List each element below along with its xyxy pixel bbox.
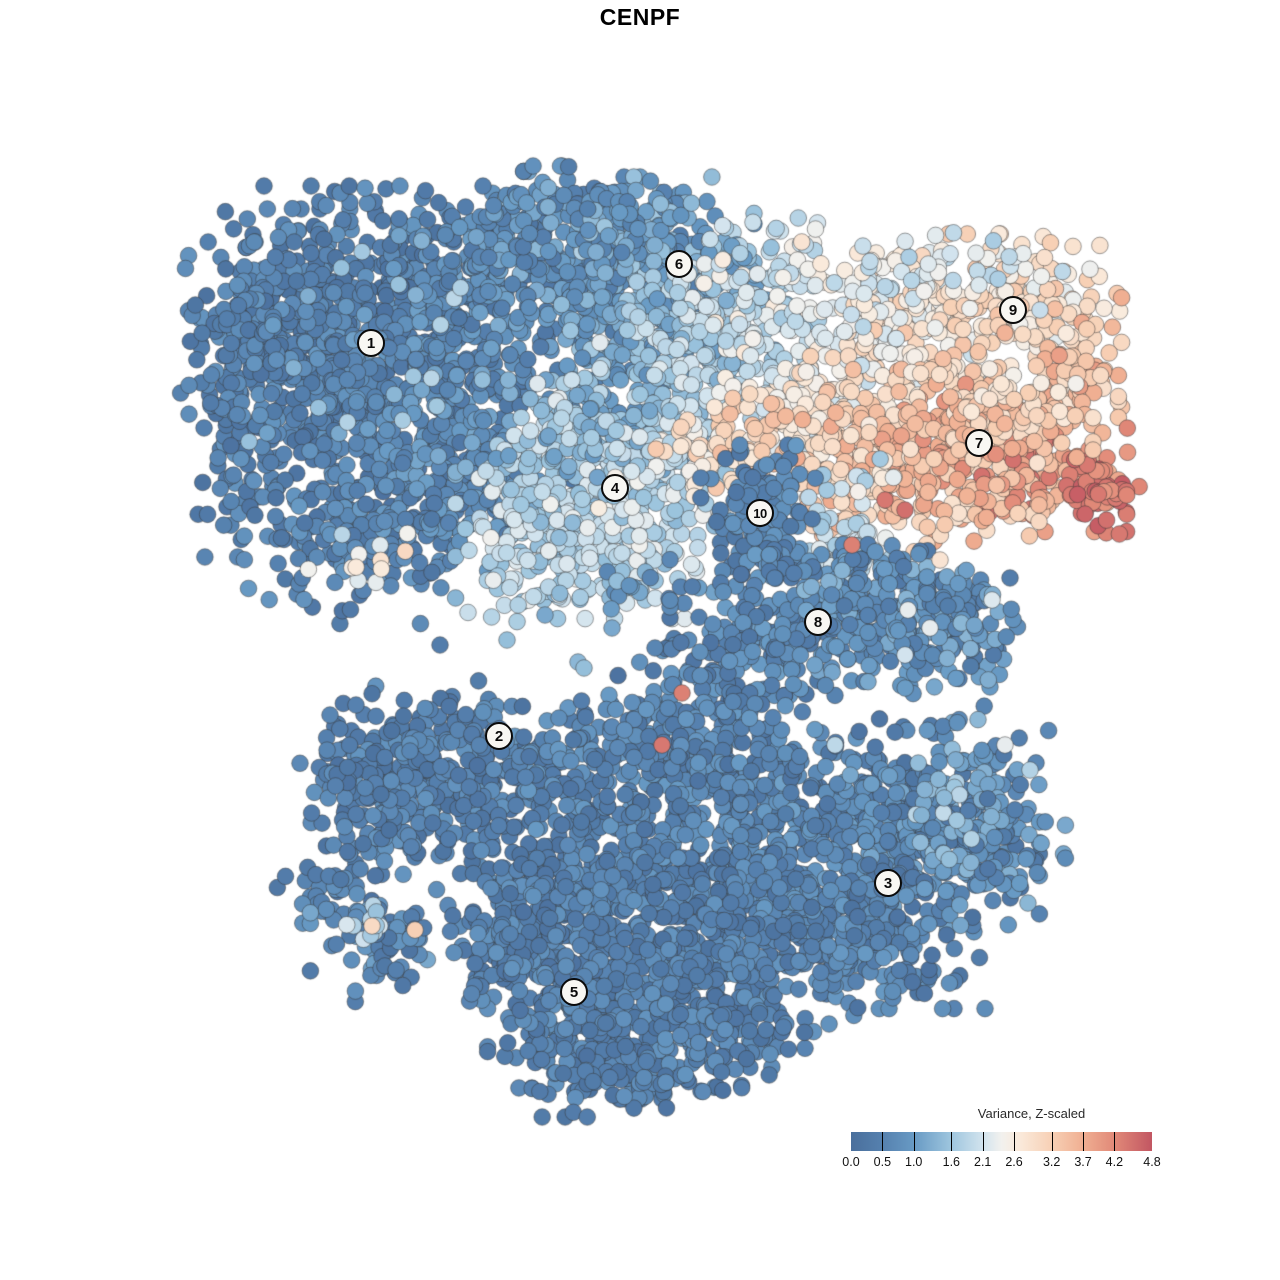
legend-tick-label: 0.5 (873, 1155, 892, 1169)
legend-tick-label: 3.7 (1074, 1155, 1092, 1169)
legend-tick-mark (951, 1132, 953, 1151)
legend-tick-labels: 0.0 0.5 1.0 1.6 2.1 2.6 3.2 3.7 4.2 4.8 (842, 1155, 1160, 1171)
legend-gradient-bar (851, 1132, 1152, 1151)
legend-tick-label: 1.6 (942, 1155, 961, 1169)
legend-tick-mark (913, 1132, 915, 1151)
legend-tick-mark (1083, 1132, 1085, 1151)
legend-tick-mark (1051, 1132, 1053, 1151)
legend-tick-mark (882, 1132, 884, 1151)
legend-tick-label: 2.6 (1005, 1155, 1023, 1169)
legend-title: Variance, Z-scaled (977, 1106, 1086, 1121)
legend-tick-mark (982, 1132, 984, 1151)
legend-tick-label: 0.0 (842, 1155, 860, 1169)
legend-tick-label: 4.2 (1105, 1155, 1124, 1169)
legend-tick-label: 4.8 (1143, 1155, 1161, 1169)
legend-tick-label: 3.2 (1042, 1155, 1061, 1169)
legend-tick-label: 2.1 (973, 1155, 992, 1169)
legend-tick-label: 1.0 (905, 1155, 923, 1169)
legend-tick-mark (1014, 1132, 1016, 1151)
legend-tick-mark (1114, 1132, 1116, 1151)
